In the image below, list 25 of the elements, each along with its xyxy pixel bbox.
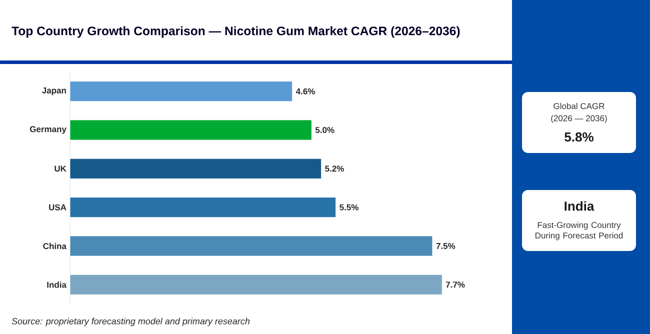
data-label: 7.7% (446, 282, 465, 288)
bar (70, 81, 292, 102)
bar (70, 197, 336, 218)
data-label: 5.0% (315, 126, 334, 133)
data-label: 5.2% (325, 166, 344, 172)
y-tick-label: Germany (30, 126, 66, 134)
text: (2026 — 2036) (551, 115, 607, 123)
text: Fast-Growing Country During Forecast Period (536, 222, 623, 240)
text: 5.8% (564, 132, 594, 142)
text: Global CAGR (554, 102, 604, 110)
bar (70, 158, 322, 179)
bar (70, 236, 433, 256)
y-tick-label: India (47, 282, 67, 288)
y-tick-label: USA (49, 204, 66, 210)
y-tick-label: Japan (42, 88, 66, 96)
chart-title: Top Country Growth Comparison — Nicotine Gum Market CAGR (2026–2036) (12, 26, 460, 38)
bar (70, 274, 442, 295)
data-label: 4.6% (296, 88, 315, 94)
source-note: Source: proprietary forecasting model and primary research (12, 318, 250, 326)
text: India (564, 201, 594, 211)
bar (70, 120, 312, 140)
data-label: 5.5% (340, 204, 358, 210)
y-tick-label: China (43, 242, 67, 250)
data-label: 7.5% (436, 242, 456, 249)
y-tick-label: UK (54, 166, 66, 172)
